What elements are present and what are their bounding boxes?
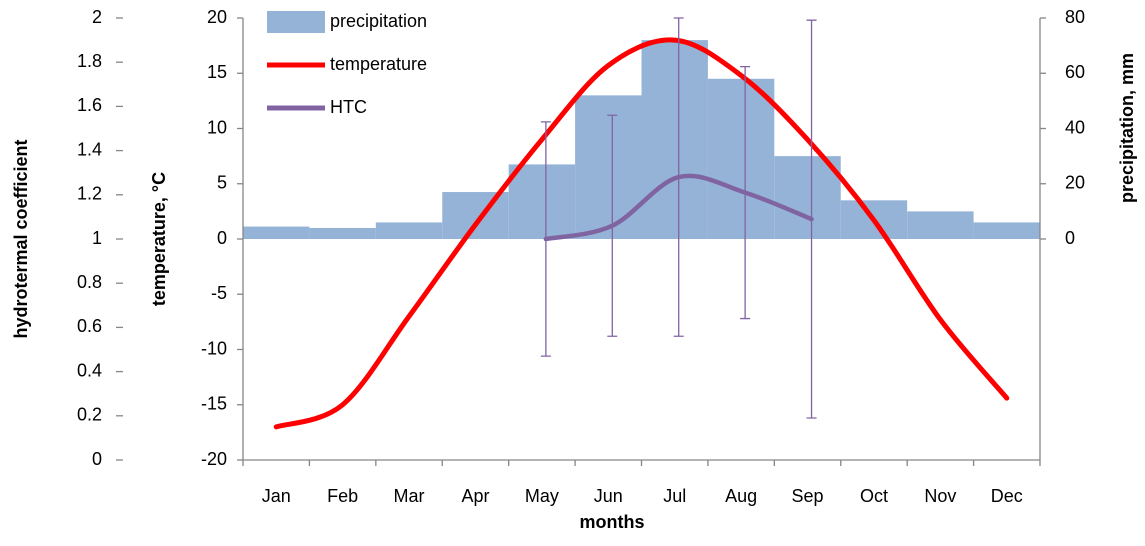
y2-tick-label: 60 (1065, 62, 1085, 82)
legend-swatch (267, 11, 325, 33)
legend-label: precipitation (330, 11, 427, 31)
y3-tick-label: 0.8 (77, 272, 102, 292)
y3-tick-label: 0.2 (77, 405, 102, 425)
y2-tick-label: 40 (1065, 117, 1085, 137)
bar (774, 156, 841, 239)
y2-tick-label: 0 (1065, 228, 1075, 248)
y2-axis-title: precipitation, mm (1117, 53, 1137, 203)
line (273, 37, 1010, 430)
y-tick-label: 15 (207, 62, 227, 82)
x-tick-label: Jul (663, 486, 686, 506)
bar (907, 211, 974, 239)
x-tick-label: Jun (594, 486, 623, 506)
y-tick-label: -15 (201, 394, 227, 414)
y-axis-title: temperature, °C (149, 172, 169, 306)
bar (575, 95, 642, 239)
y2-tick-label: 80 (1065, 7, 1085, 27)
x-tick-label: Sep (792, 486, 824, 506)
y-tick-label: 20 (207, 7, 227, 27)
line (543, 173, 814, 242)
x-tick-label: Nov (924, 486, 956, 506)
x-tick-label: Jan (262, 486, 291, 506)
bar (641, 40, 708, 239)
x-axis-title: months (580, 512, 645, 532)
x-tick-label: Oct (860, 486, 888, 506)
y-tick-label: -10 (201, 338, 227, 358)
bar (707, 78, 775, 240)
bar (973, 222, 1040, 239)
y-tick-label: 5 (217, 173, 227, 193)
y-tick-label: 10 (207, 117, 227, 137)
x-tick-label: Apr (461, 486, 489, 506)
bar (243, 226, 310, 239)
legend-label: temperature (330, 54, 427, 74)
x-tick-label: Dec (991, 486, 1023, 506)
bar (442, 192, 509, 239)
y3-tick-label: 0.6 (77, 316, 102, 336)
bar (508, 164, 576, 239)
y3-tick-label: 2 (92, 7, 102, 27)
x-tick-label: Mar (394, 486, 425, 506)
y-tick-label: 0 (217, 228, 227, 248)
y2-tick-label: 20 (1065, 173, 1085, 193)
y3-tick-label: 0.4 (77, 360, 102, 380)
y3-axis-title: hydrotermal coefficient (11, 139, 31, 338)
y3-tick-label: 1.6 (77, 95, 102, 115)
y3-tick-label: 0 (92, 449, 102, 469)
y3-tick-label: 1.2 (77, 184, 102, 204)
y3-tick-label: 1.8 (77, 51, 102, 71)
y3-tick-label: 1.4 (77, 139, 102, 159)
x-tick-label: May (525, 486, 559, 506)
y-tick-label: -20 (201, 449, 227, 469)
x-tick-label: Feb (327, 486, 358, 506)
y-tick-label: -5 (211, 283, 227, 303)
legend-label: HTC (330, 97, 367, 117)
x-tick-label: Aug (725, 486, 757, 506)
y3-tick-label: 1 (92, 228, 102, 248)
bar (309, 227, 376, 239)
bar (375, 222, 443, 239)
